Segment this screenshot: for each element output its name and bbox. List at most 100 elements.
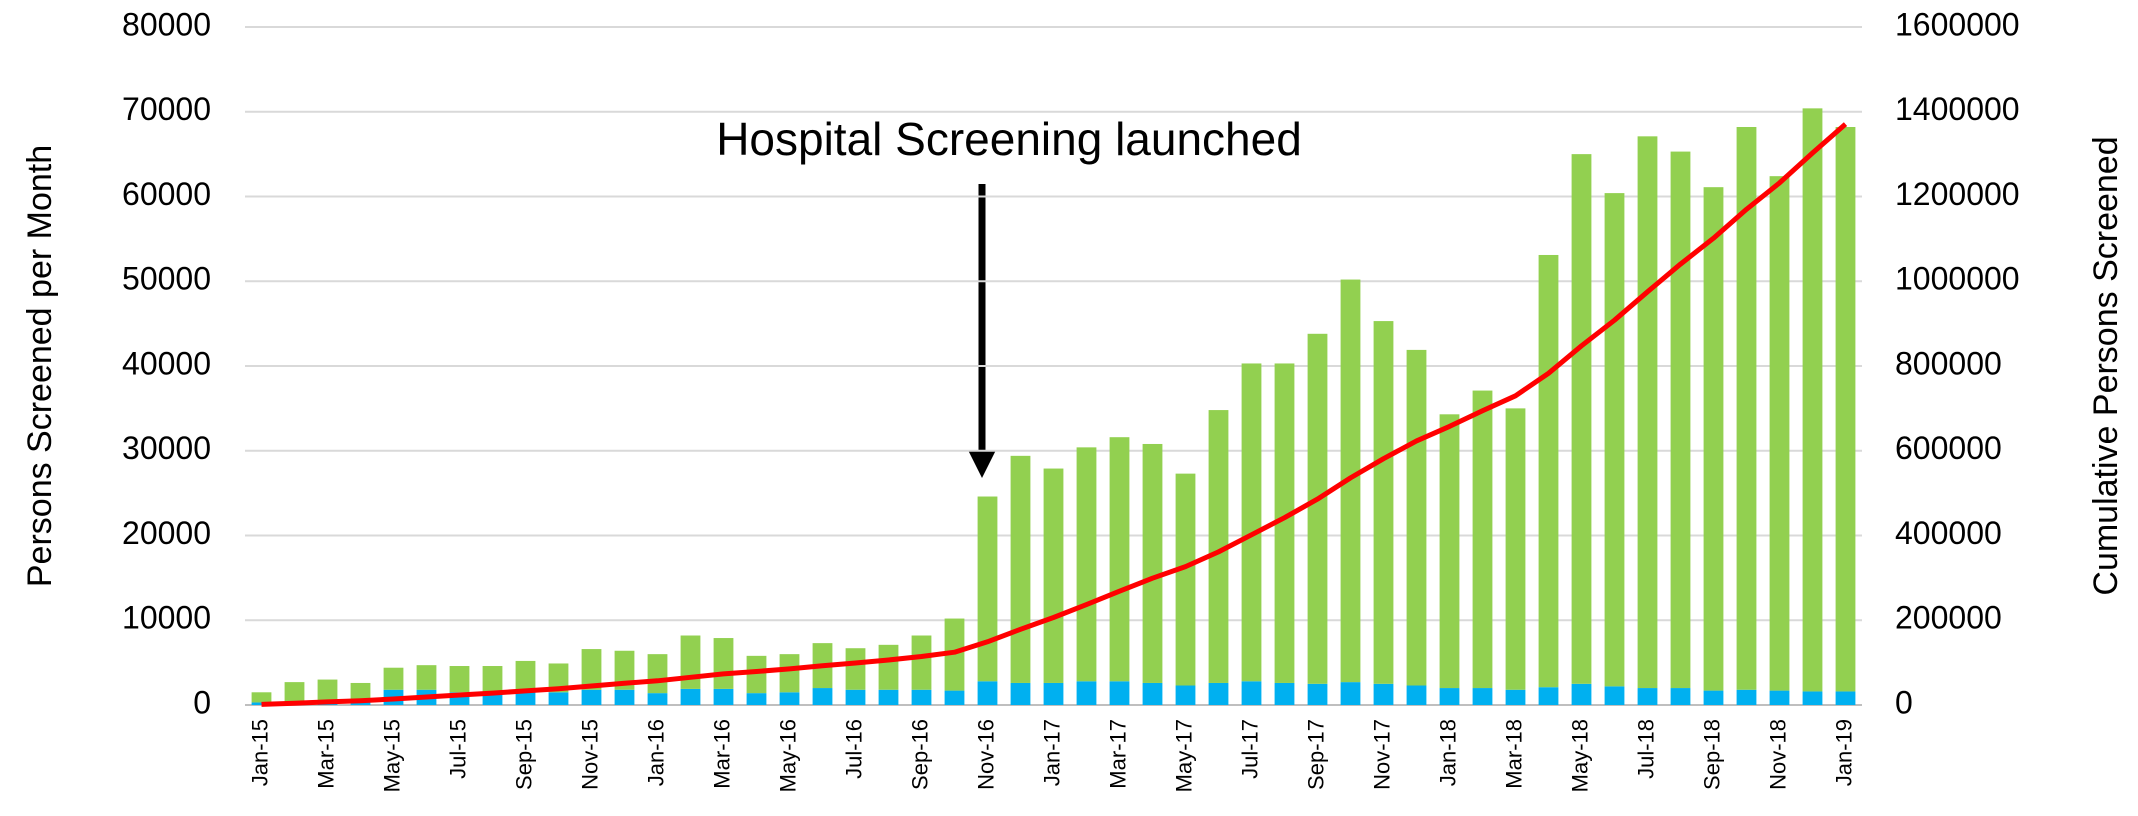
x-tick-label: Jan-19: [1831, 719, 1856, 786]
bar-segment: [1274, 682, 1295, 705]
bar-segment: [746, 655, 767, 694]
x-tick-label: Nov-16: [973, 719, 998, 790]
bar-segment: [1835, 691, 1856, 705]
bar-segment: [977, 681, 998, 705]
bar-segment: [581, 649, 602, 690]
bar-segment: [878, 689, 899, 705]
bar-segment: [1703, 690, 1724, 705]
bar-segment: [1538, 254, 1559, 688]
y2-tick-label: 1400000: [1895, 91, 2020, 127]
y-tick-label: 0: [193, 684, 211, 720]
bar-segment: [1670, 688, 1691, 705]
x-tick-label: Nov-18: [1765, 719, 1790, 790]
bar-segment: [977, 496, 998, 682]
bar-segment: [1802, 108, 1823, 692]
bar-segment: [812, 688, 833, 705]
bar-segment: [515, 660, 536, 692]
bar-segment: [1109, 437, 1130, 682]
y-tick-label: 30000: [122, 430, 211, 466]
x-tick-label: Nov-17: [1369, 719, 1394, 790]
y-axis-title: Persons Screened per Month: [21, 145, 59, 587]
bar-segment: [1736, 127, 1757, 690]
bar-segment: [581, 689, 602, 705]
bar-segment: [911, 635, 932, 690]
bar-segment: [779, 692, 800, 705]
bar-segment: [482, 666, 503, 694]
bar-segment: [614, 689, 635, 705]
x-tick-label: Jul-17: [1237, 719, 1262, 779]
x-tick-label: Jul-16: [841, 719, 866, 779]
bar-segment: [845, 689, 866, 705]
bar-segment: [845, 648, 866, 690]
bar-segment: [647, 654, 668, 694]
bar-segment: [1109, 681, 1130, 705]
y-tick-label: 20000: [122, 515, 211, 551]
arrow-head: [968, 450, 996, 478]
bar-segment: [1373, 683, 1394, 705]
x-tick-label: Sep-15: [511, 719, 536, 790]
x-tick-label: May-17: [1171, 719, 1196, 792]
y-tick-label: 50000: [122, 261, 211, 297]
x-tick-label: Sep-16: [907, 719, 932, 790]
x-tick-label: Mar-15: [313, 719, 338, 789]
bar-segment: [1175, 685, 1196, 705]
bar-segment: [944, 690, 965, 705]
bar-segment: [1637, 688, 1658, 705]
x-tick-label: Jul-15: [445, 719, 470, 779]
bar-segment: [449, 666, 470, 693]
bar-segment: [1703, 187, 1724, 691]
bar-segment: [1472, 390, 1493, 689]
bar-segment: [515, 691, 536, 705]
annotation: Hospital Screening launched: [716, 113, 1302, 165]
y2-tick-label: 1200000: [1895, 176, 2020, 212]
bar-segment: [680, 688, 701, 705]
bar-segment: [1571, 683, 1592, 705]
bar-segment: [548, 692, 569, 705]
bar-segment: [1340, 682, 1361, 705]
bar-segment: [383, 667, 404, 690]
bar-segment: [1208, 682, 1229, 705]
y-tick-label: 10000: [122, 600, 211, 636]
y2-tick-label: 600000: [1895, 430, 2002, 466]
x-tick-label: Jan-15: [247, 719, 272, 786]
x-tick-label: Mar-16: [709, 719, 734, 789]
bar-segment: [1307, 683, 1328, 705]
bar-segment: [1769, 176, 1790, 691]
bar-segment: [1670, 151, 1691, 689]
x-tick-label: May-15: [379, 719, 404, 792]
bar-segment: [1736, 689, 1757, 705]
bar-segment: [1010, 682, 1031, 705]
x-tick-label: Jan-18: [1435, 719, 1460, 786]
x-tick-label: May-16: [775, 719, 800, 792]
bar-segment: [1439, 414, 1460, 689]
y-tick-label: 70000: [122, 91, 211, 127]
bar-segment: [416, 665, 437, 690]
bar-segment: [1241, 363, 1262, 682]
bar-segment: [284, 682, 305, 702]
bar-segment: [1802, 691, 1823, 705]
bar-segment: [1505, 408, 1526, 690]
x-tick-label: May-18: [1567, 719, 1592, 792]
x-tick-label: Sep-18: [1699, 719, 1724, 790]
y-tick-label: 60000: [122, 176, 211, 212]
y2-tick-label: 1000000: [1895, 261, 2020, 297]
bar-segment: [1406, 685, 1427, 705]
bar-segment: [746, 693, 767, 705]
bar-segment: [1076, 447, 1097, 682]
x-tick-label: Mar-18: [1501, 719, 1526, 789]
y2-tick-label: 0: [1895, 684, 1913, 720]
x-tick-label: Jan-16: [643, 719, 668, 786]
bar-segment: [878, 644, 899, 690]
bar-segment: [1142, 443, 1163, 683]
bar-segment: [1241, 681, 1262, 705]
bar-segment: [1637, 136, 1658, 689]
bar-segment: [779, 654, 800, 693]
x-tick-label: Mar-17: [1105, 719, 1130, 789]
y-tick-label: 40000: [122, 345, 211, 381]
bar-segment: [1010, 455, 1031, 683]
x-tick-label: Sep-17: [1303, 719, 1328, 790]
bar-segment: [1505, 689, 1526, 705]
bar-segment: [614, 650, 635, 690]
y2-tick-label: 400000: [1895, 515, 2002, 551]
